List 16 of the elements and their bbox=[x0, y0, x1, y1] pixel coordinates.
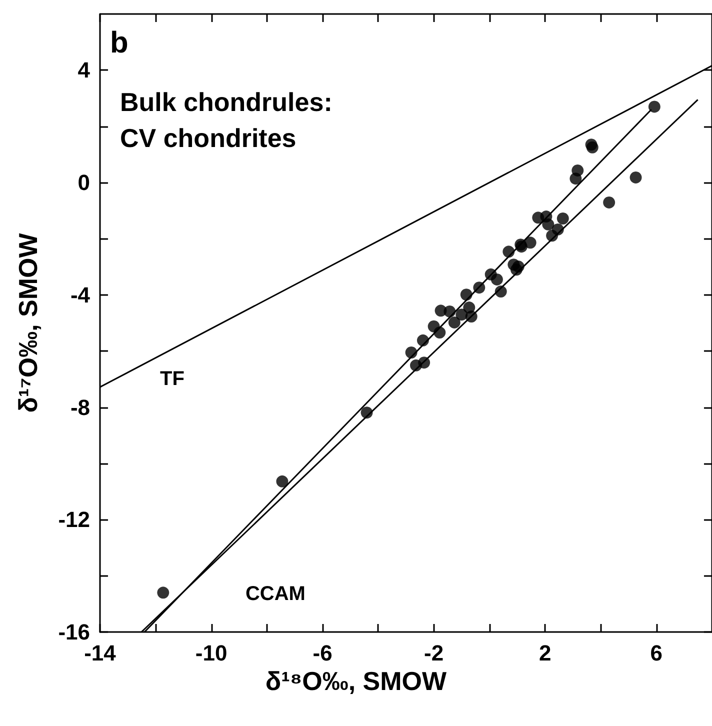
y-tick-label: -12 bbox=[58, 507, 90, 532]
series-label: TF bbox=[160, 368, 184, 390]
x-axis-title: δ¹⁸O‰, SMOW bbox=[265, 666, 448, 696]
x-tick-label: 2 bbox=[538, 640, 552, 666]
x-tick-label: -6 bbox=[312, 640, 332, 666]
y-tick-label: -8 bbox=[70, 394, 90, 420]
y-tick-label: 4 bbox=[78, 58, 91, 83]
series-label: CCAM bbox=[245, 583, 306, 605]
y-axis-title: δ¹⁷O‰, SMOW bbox=[13, 232, 43, 413]
text: Bulk chondrules: CV chondrites bbox=[120, 87, 340, 153]
x-tick-label: -2 bbox=[424, 640, 444, 666]
annotation: b bbox=[110, 26, 128, 60]
y-tick-label: -4 bbox=[70, 282, 91, 308]
y-tick-label: 0 bbox=[78, 170, 90, 196]
x-tick-label: -10 bbox=[195, 640, 228, 666]
x-tick-label: 6 bbox=[650, 640, 662, 666]
